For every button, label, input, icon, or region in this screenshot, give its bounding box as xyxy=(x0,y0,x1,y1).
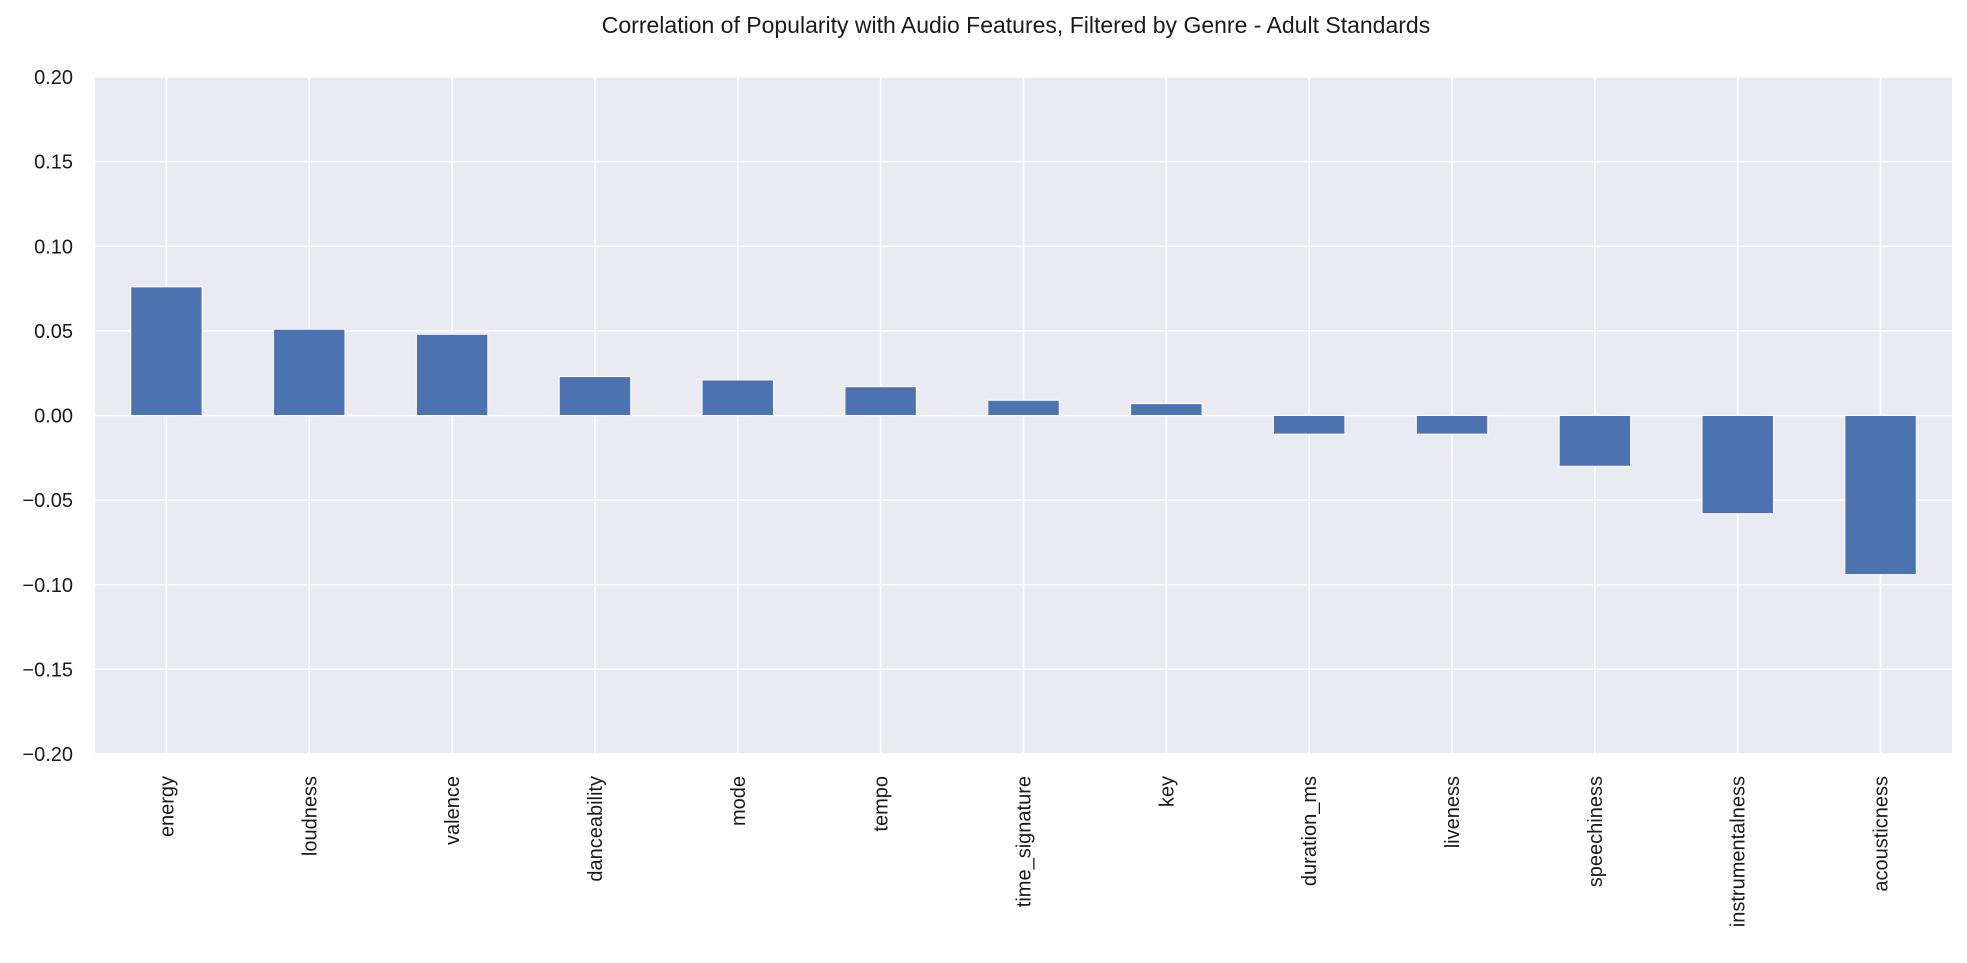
y-tick-label: −0.10 xyxy=(22,575,73,597)
x-tick-label: key xyxy=(1156,776,1178,807)
x-tick-label: energy xyxy=(156,776,178,837)
x-tick-label: valence xyxy=(442,776,464,845)
bar-liveness xyxy=(1415,415,1489,435)
x-axis-ticks: energy loudness valence danceability mode tem… xyxy=(156,776,1892,927)
bar-speechiness xyxy=(1558,415,1632,467)
bar-loudness xyxy=(273,328,346,416)
x-tick-label: loudness xyxy=(299,776,321,856)
y-tick-label: −0.15 xyxy=(22,659,73,681)
y-tick-label: 0.15 xyxy=(34,152,73,174)
bars-layer xyxy=(130,286,1917,576)
bar-time-signature xyxy=(987,399,1060,416)
x-tick-label: time_signature xyxy=(1014,776,1036,907)
bar-key xyxy=(1130,403,1203,416)
bar-energy xyxy=(130,286,203,416)
y-tick-label: 0.20 xyxy=(34,67,73,89)
x-tick-label: instrumentalness xyxy=(1728,776,1750,927)
x-tick-label: liveness xyxy=(1442,776,1464,848)
x-tick-label: duration_ms xyxy=(1299,776,1321,886)
x-tick-label: danceability xyxy=(585,776,607,882)
x-tick-label: tempo xyxy=(871,776,893,832)
x-tick-label: acousticness xyxy=(1871,776,1893,892)
bar-duration-ms xyxy=(1272,415,1346,435)
y-axis-ticks: 0.20 0.15 0.10 0.05 0.00 −0.05 −0.10 −0.15 −0.20 xyxy=(22,67,73,766)
bar-valence xyxy=(415,333,489,417)
bar-tempo xyxy=(844,386,917,417)
y-tick-label: 0.05 xyxy=(34,321,73,343)
x-tick-label: mode xyxy=(728,776,750,826)
bar-acousticness xyxy=(1844,415,1917,576)
y-tick-label: 0.10 xyxy=(34,236,73,258)
y-tick-label: −0.05 xyxy=(22,490,73,512)
x-tick-label: speechiness xyxy=(1585,776,1607,887)
y-tick-label: 0.00 xyxy=(34,406,73,428)
bar-mode xyxy=(701,379,775,416)
y-tick-label: −0.20 xyxy=(22,744,73,766)
bar-danceability xyxy=(558,376,632,417)
chart-title: Correlation of Popularity with Audio Fea… xyxy=(602,12,1430,38)
bar-instrumentalness xyxy=(1701,415,1774,515)
